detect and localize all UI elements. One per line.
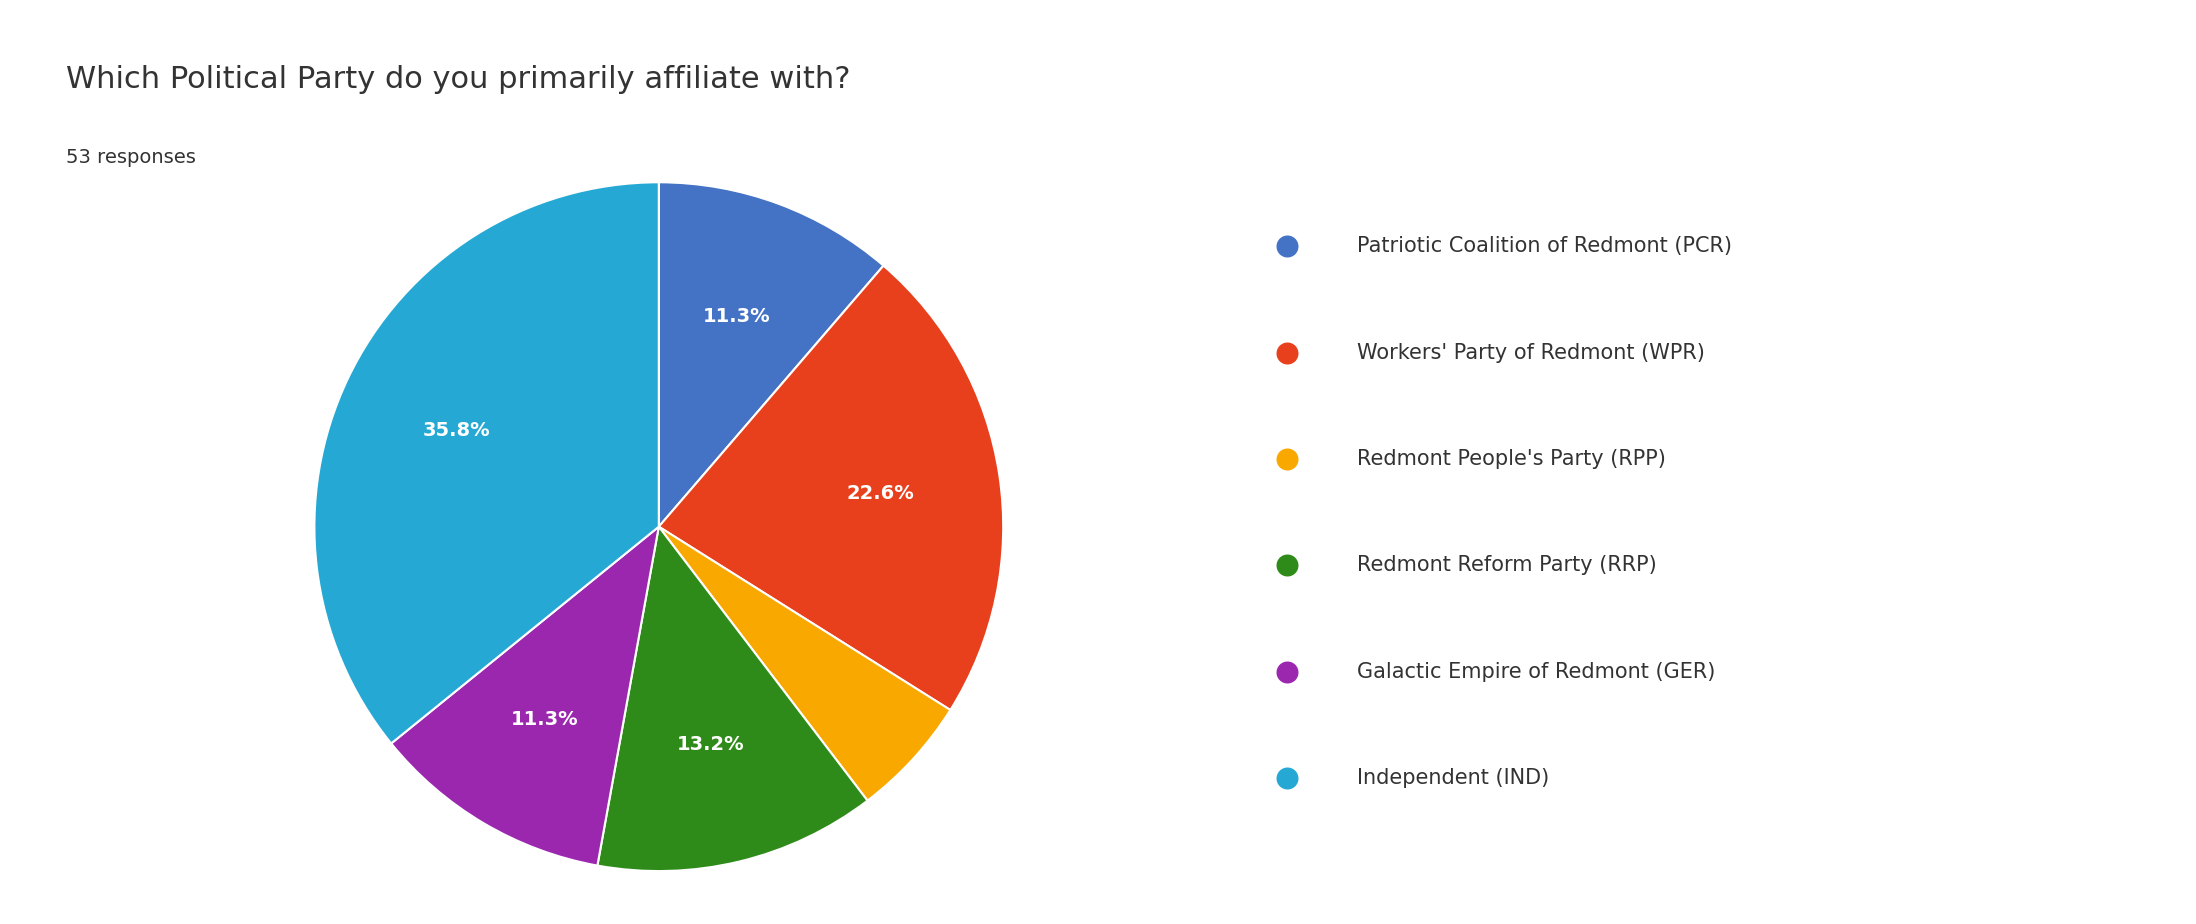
Point	[1269, 771, 1304, 785]
Point	[1269, 558, 1304, 573]
Text: 11.3%: 11.3%	[703, 308, 771, 326]
Text: Patriotic Coalition of Redmont (PCR): Patriotic Coalition of Redmont (PCR)	[1357, 237, 1733, 256]
Text: 13.2%: 13.2%	[676, 735, 744, 754]
Text: Independent (IND): Independent (IND)	[1357, 769, 1550, 788]
Text: 35.8%: 35.8%	[424, 420, 490, 440]
Wedge shape	[659, 527, 951, 801]
Text: 53 responses: 53 responses	[66, 148, 195, 167]
Wedge shape	[659, 182, 883, 527]
Text: Redmont Reform Party (RRP): Redmont Reform Party (RRP)	[1357, 555, 1656, 576]
Wedge shape	[597, 527, 867, 871]
Wedge shape	[659, 266, 1004, 710]
Point	[1269, 664, 1304, 679]
Point	[1269, 452, 1304, 467]
Point	[1269, 238, 1304, 253]
Text: 22.6%: 22.6%	[845, 484, 914, 503]
Wedge shape	[314, 182, 659, 744]
Point	[1269, 346, 1304, 360]
Wedge shape	[391, 527, 659, 866]
Text: Galactic Empire of Redmont (GER): Galactic Empire of Redmont (GER)	[1357, 662, 1715, 682]
Text: 11.3%: 11.3%	[512, 710, 578, 729]
Text: Which Political Party do you primarily affiliate with?: Which Political Party do you primarily a…	[66, 65, 850, 93]
Text: Workers' Party of Redmont (WPR): Workers' Party of Redmont (WPR)	[1357, 343, 1704, 362]
Text: Redmont People's Party (RPP): Redmont People's Party (RPP)	[1357, 449, 1667, 469]
